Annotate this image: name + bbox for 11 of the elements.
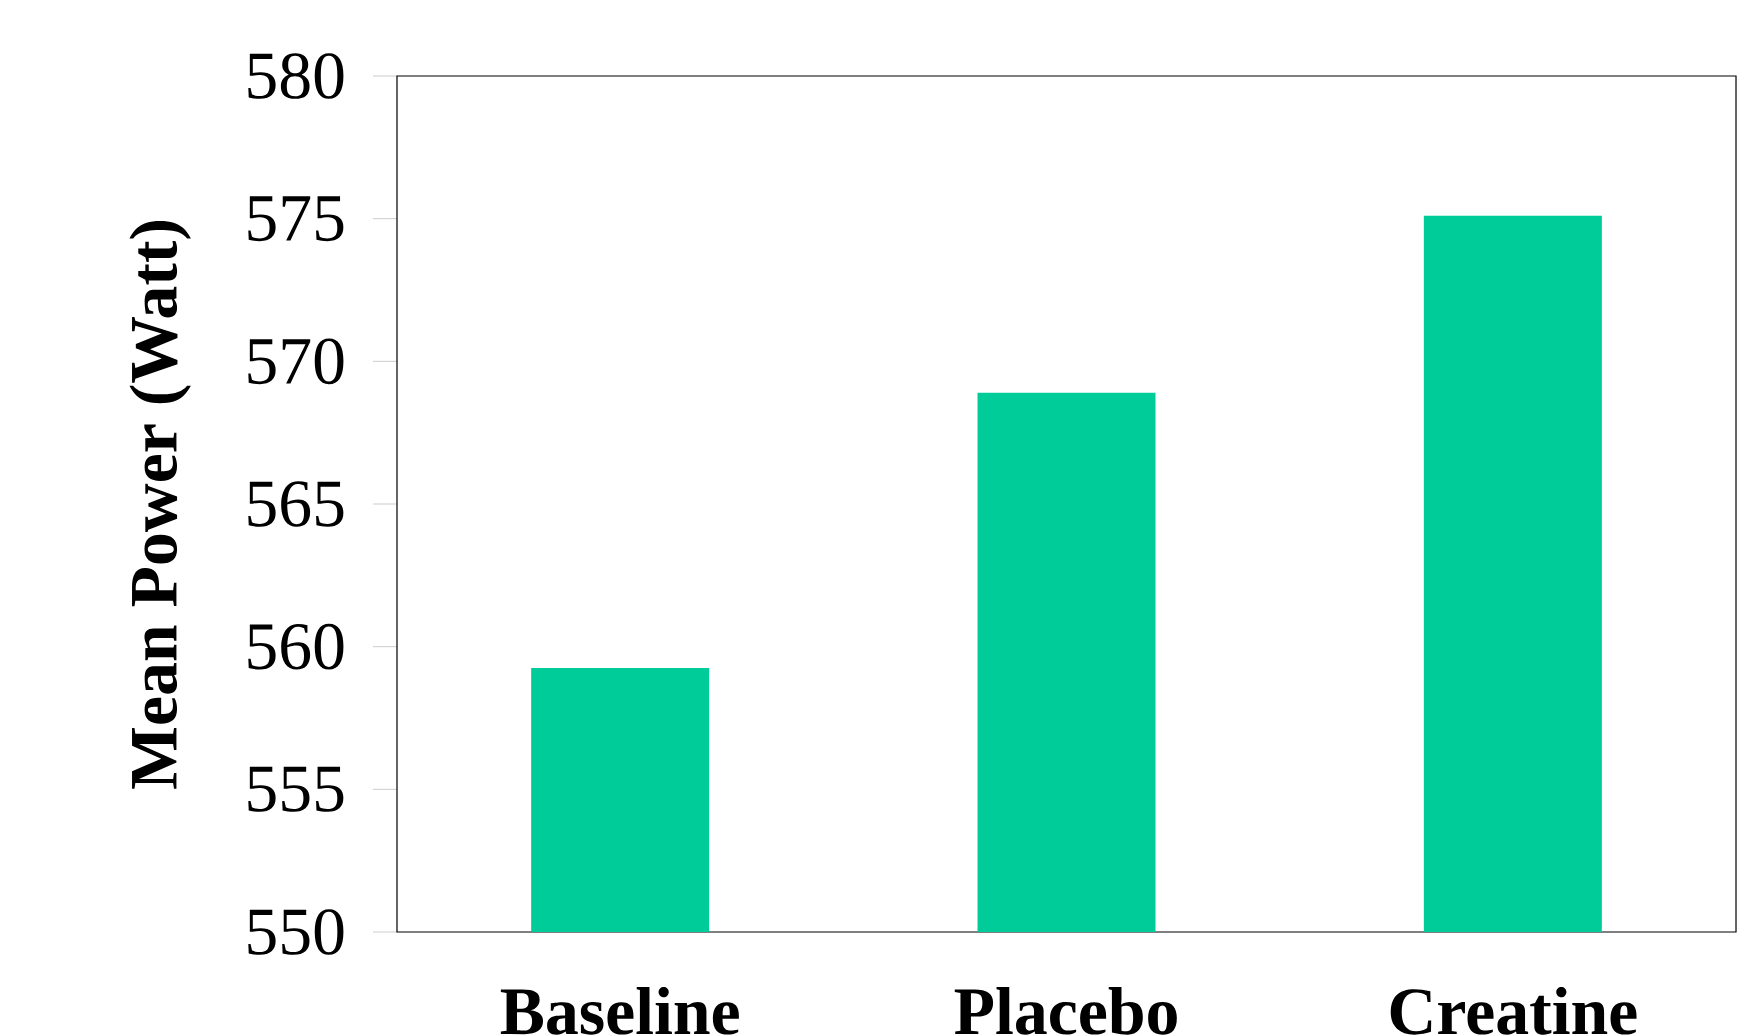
x-tick-label: Baseline — [500, 986, 739, 1035]
y-tick-label: 565 — [248, 481, 344, 527]
y-tick-label: 550 — [248, 909, 344, 955]
y-tick-label: 575 — [248, 196, 344, 242]
y-axis-title: Mean Power (Watt) — [129, 220, 191, 789]
x-tick-label: Creatine — [1390, 986, 1637, 1035]
x-tick-label: Placebo — [954, 986, 1177, 1035]
y-tick-label: 570 — [248, 338, 344, 385]
y-tick-label: 560 — [248, 623, 344, 670]
y-tick-label: 555 — [248, 766, 344, 812]
y-tick-label: 580 — [248, 53, 344, 99]
